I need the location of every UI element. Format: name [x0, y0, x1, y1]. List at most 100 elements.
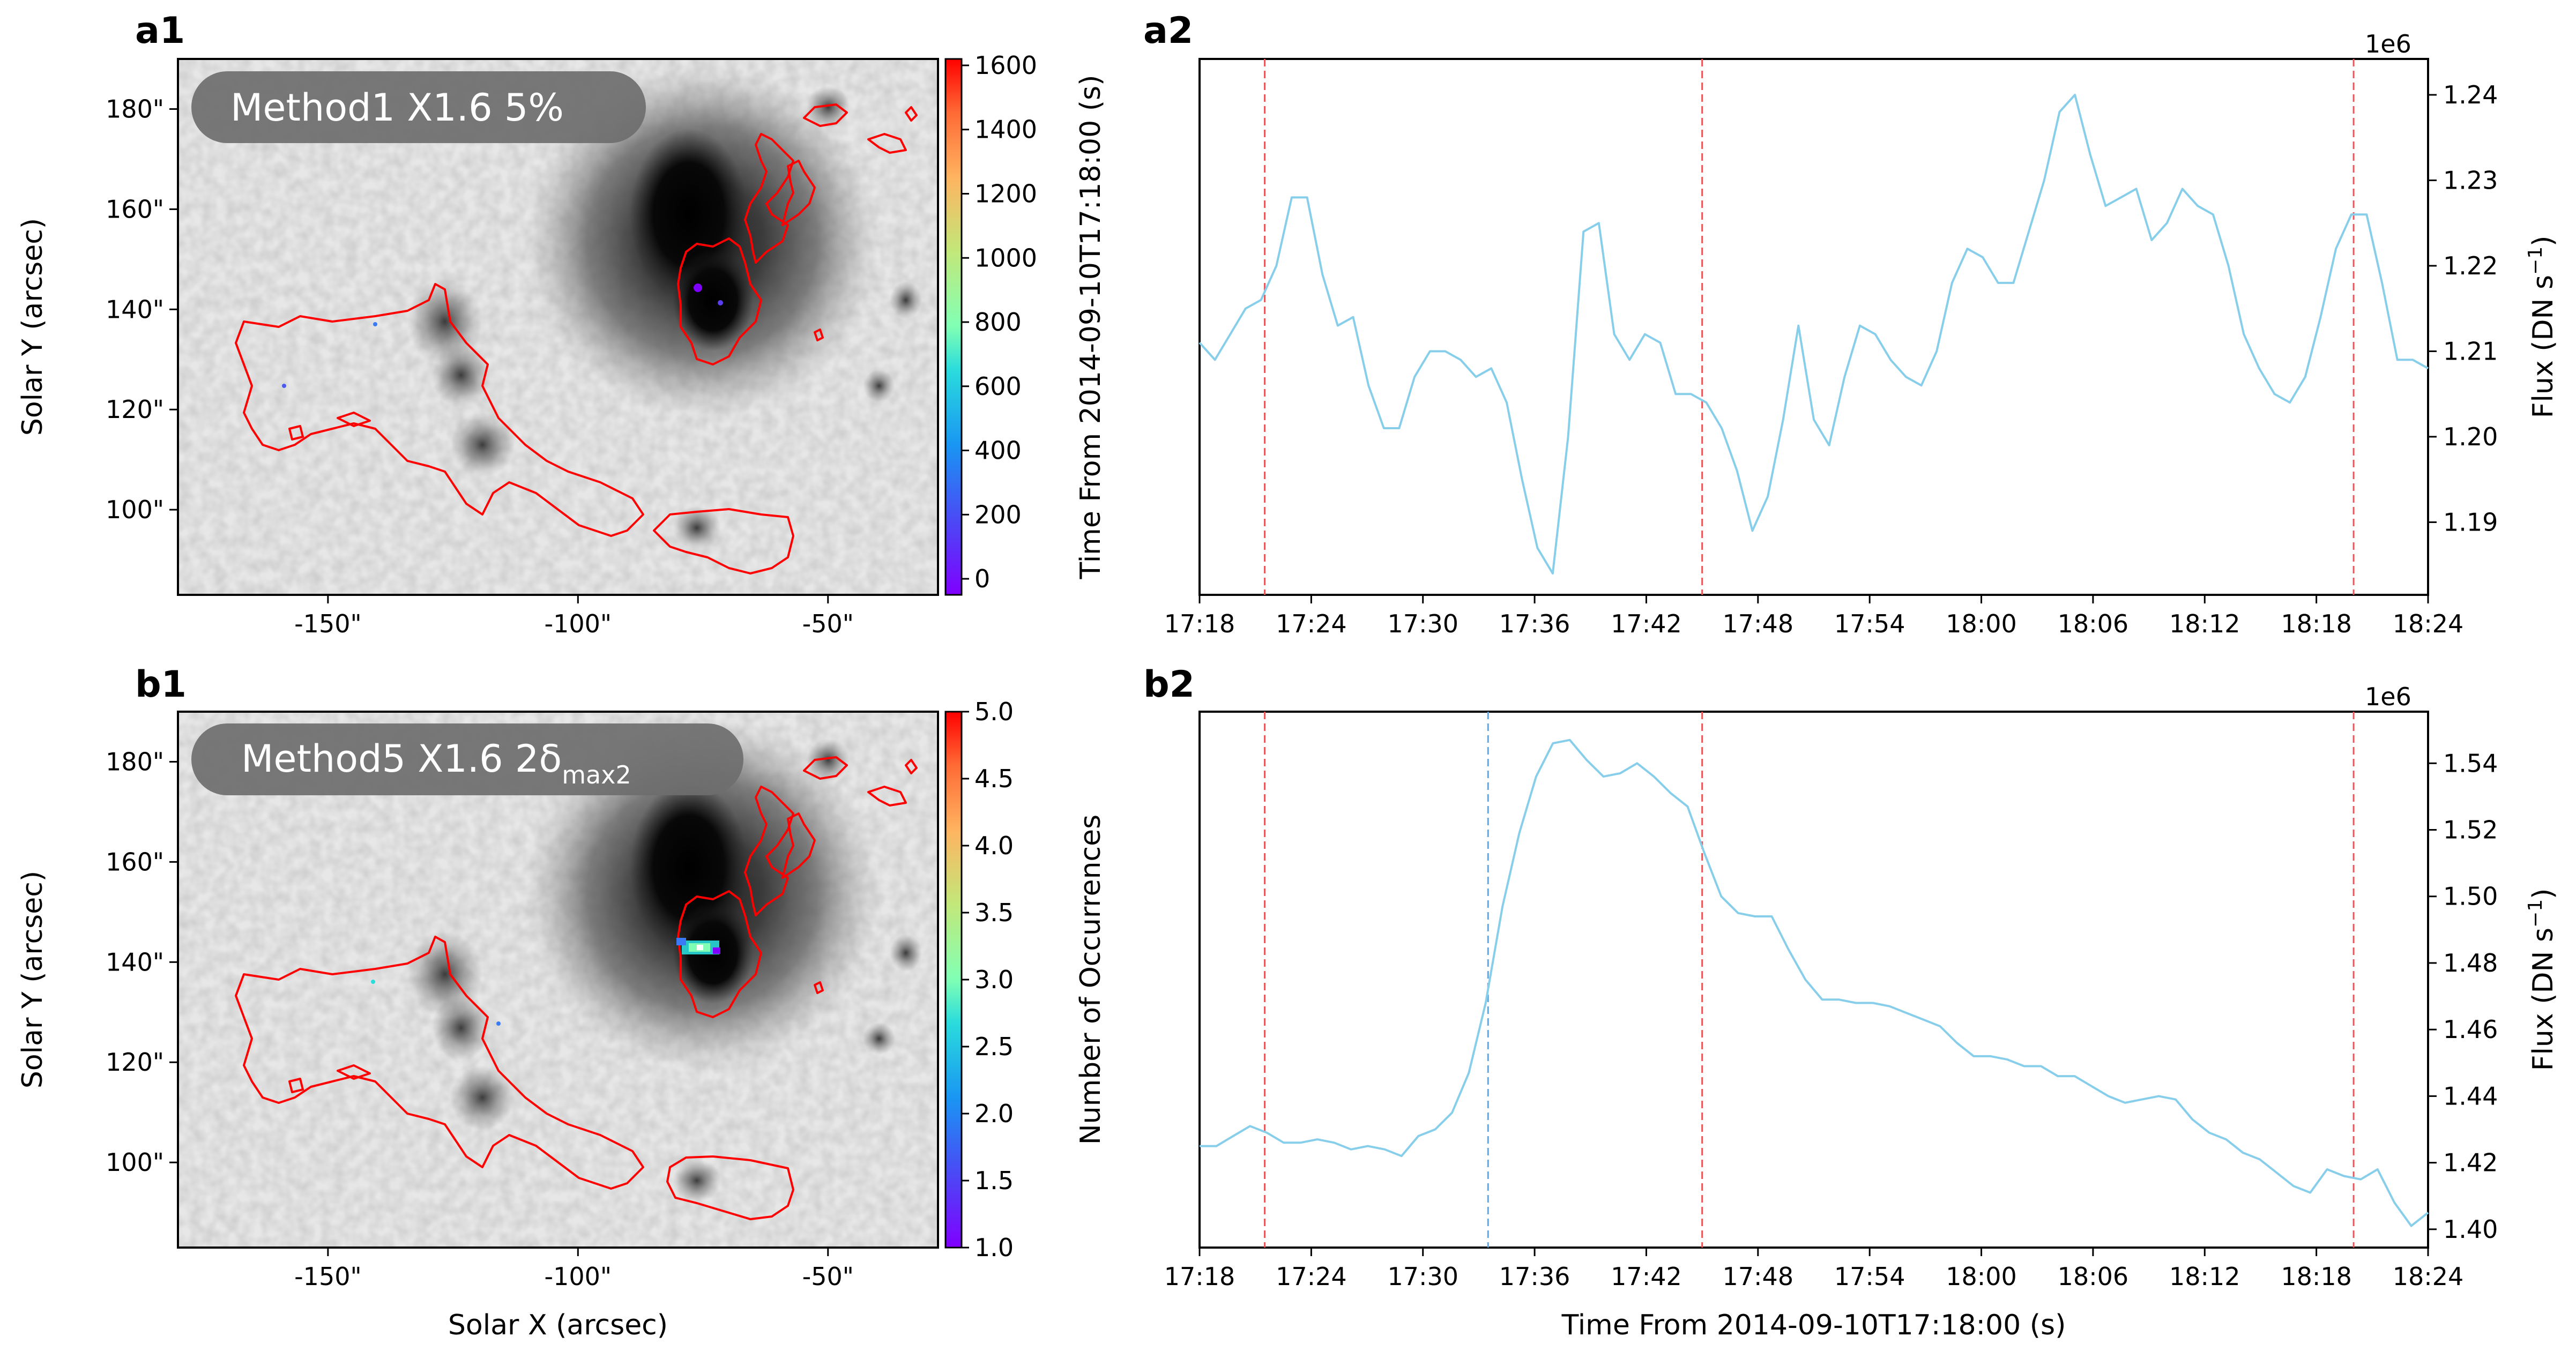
colorbar-tick-label: 4.0	[974, 831, 1014, 860]
ytick-label: 1.22	[2443, 251, 2498, 280]
ytick-label: 1.24	[2443, 80, 2498, 109]
xtick-label: 17:48	[1723, 609, 1794, 638]
xlabel-right: Time From 2014-09-10T17:18:00 (s)	[1561, 1309, 2066, 1341]
ylabel-b1: Solar Y (arcsec)	[17, 871, 49, 1088]
ytick-label: 1.40	[2443, 1215, 2498, 1244]
colorbar-tick-label: 1.0	[974, 1233, 1014, 1262]
ytick-label: 1.23	[2443, 166, 2498, 195]
colorbar-tick-label: 800	[974, 308, 1022, 337]
xtick-label: 17:36	[1499, 1262, 1570, 1291]
panel-label-a1: a1	[135, 10, 185, 52]
panel-label-a2: a2	[1143, 10, 1193, 52]
ytick-label: 140"	[106, 295, 164, 324]
ytick-label: 1.50	[2443, 882, 2498, 911]
colorbar-tick-label: 1000	[974, 243, 1037, 272]
ytick-label: 180"	[106, 94, 164, 123]
panel-label-b2: b2	[1143, 663, 1195, 706]
badge-text-b1: Method5 X1.6 2δmax2	[241, 737, 631, 789]
xtick-label: 17:24	[1276, 609, 1347, 638]
ytick-label: 120"	[106, 395, 164, 424]
xtick-label: 18:12	[2169, 609, 2240, 638]
xtick-label: -150"	[294, 1262, 362, 1291]
detected-pixels-b1	[371, 938, 720, 1026]
panel-b1: Method5 X1.6 2δmax2 -150" -100" -50" 100" 12…	[17, 663, 1107, 1341]
xtick-label: 17:18	[1164, 609, 1235, 638]
xtick-label: 17:30	[1387, 609, 1458, 638]
ytick-label: 1.19	[2443, 507, 2498, 536]
ylabel-a1: Solar Y (arcsec)	[17, 218, 49, 436]
xtick-label: 17:54	[1834, 609, 1905, 638]
xtick-label: -50"	[802, 609, 854, 638]
panel-label-b1: b1	[135, 663, 187, 706]
ytick-label: 1.21	[2443, 337, 2498, 365]
xtick-label: 18:00	[1946, 1262, 2017, 1291]
plot-b2: 17:18 17:24 17:30 17:36 17:42 17:48 17:54 18:00…	[1164, 712, 2498, 1291]
xtick-label: 17:42	[1611, 609, 1682, 638]
ytick-label: 160"	[106, 195, 164, 223]
colorbar-tick-label: 0	[974, 564, 990, 593]
xtick-label: -150"	[294, 609, 362, 638]
xtick-label: 17:54	[1834, 1262, 1905, 1291]
colorbar-tick-label: 2.5	[974, 1032, 1014, 1061]
xtick-label: 18:06	[2058, 609, 2129, 638]
offset-text-b2: 1e6	[2365, 682, 2411, 711]
xtick-label: 18:06	[2058, 1262, 2129, 1291]
badge-text-a1: Method1 X1.6 5%	[230, 86, 564, 130]
colorbar-b1: 1.0 1.5 2.0 2.5 3.0 3.5 4.0 4.5 5.0	[944, 697, 1014, 1262]
xtick-label: 17:24	[1276, 1262, 1347, 1291]
xtick-label: 18:18	[2281, 609, 2352, 638]
panel-b2: 17:18 17:24 17:30 17:36 17:42 17:48 17:54 18:00…	[1143, 663, 2559, 1341]
xtick-label: 18:24	[2393, 609, 2464, 638]
xtick-label: 17:30	[1387, 1262, 1458, 1291]
colorbar-tick-label: 3.5	[974, 898, 1014, 927]
panel-a1: Method1 X1.6 5% -150" -100" -50" 100" 120" 14…	[17, 10, 1107, 638]
colorbar-tick-label: 1600	[974, 51, 1037, 80]
axes-a1: -150" -100" -50" 100" 120" 140" 160" 180"	[106, 94, 854, 638]
colorbar-tick-label: 1.5	[974, 1166, 1014, 1195]
colorbar-label-b1: Number of Occurrences	[1075, 815, 1107, 1145]
flux-series-line	[1200, 738, 2429, 1227]
xtick-label: 17:36	[1499, 609, 1570, 638]
ytick-label: 180"	[106, 747, 164, 776]
xtick-label: 18:24	[2393, 1262, 2464, 1291]
ytick-label: 1.20	[2443, 422, 2498, 451]
xtick-label: -100"	[545, 1262, 612, 1291]
ytick-label: 140"	[106, 947, 164, 976]
method-badge-a1: Method1 X1.6 5%	[191, 71, 646, 143]
xlabel-left: Solar X (arcsec)	[448, 1309, 668, 1341]
colorbar-tick-label: 200	[974, 500, 1022, 529]
colorbar-a1: 0 200 400 600 800 1000 1200 1400 1600	[944, 51, 1037, 596]
colorbar-tick-label: 3.0	[974, 965, 1014, 994]
xtick-label: 18:18	[2281, 1262, 2352, 1291]
colorbar-tick-label: 1400	[974, 115, 1037, 144]
xtick-label: 18:00	[1946, 609, 2017, 638]
colorbar-tick-label: 2.0	[974, 1099, 1014, 1128]
colorbar-label-a1: Time From 2014-09-10T17:18:00 (s)	[1075, 75, 1107, 580]
colorbar-tick-label: 4.5	[974, 764, 1014, 793]
ylabel-b2: Flux (DN s−1)	[2525, 889, 2559, 1071]
xtick-label: -100"	[545, 609, 612, 638]
method-badge-b1: Method5 X1.6 2δmax2	[191, 723, 743, 795]
xtick-label: 18:12	[2169, 1262, 2240, 1291]
colorbar-tick-label: 5.0	[974, 697, 1014, 726]
solar-image-b1: Method5 X1.6 2δmax2	[178, 712, 938, 1248]
ytick-label: 160"	[106, 847, 164, 876]
ytick-label: 100"	[106, 1148, 164, 1177]
ylabel-a2: Flux (DN s−1)	[2525, 236, 2559, 419]
panel-a2: 17:18 17:24 17:30 17:36 17:42 17:48 17:54 18:00…	[1143, 10, 2559, 638]
axes-b1: -150" -100" -50" 100" 120" 140" 160" 180"	[106, 747, 854, 1291]
ytick-label: 1.54	[2443, 749, 2498, 778]
detected-pixels-a1	[282, 283, 723, 388]
xtick-label: -50"	[802, 1262, 854, 1291]
xtick-label: 17:48	[1723, 1262, 1794, 1291]
offset-text-a2: 1e6	[2365, 29, 2411, 58]
xtick-label: 17:42	[1611, 1262, 1682, 1291]
ytick-label: 120"	[106, 1048, 164, 1077]
ytick-label: 1.48	[2443, 949, 2498, 977]
ytick-label: 1.44	[2443, 1081, 2498, 1110]
colorbar-tick-label: 1200	[974, 179, 1037, 208]
ytick-label: 1.42	[2443, 1148, 2498, 1177]
ytick-label: 100"	[106, 495, 164, 524]
plot-a2: 17:18 17:24 17:30 17:36 17:42 17:48 17:54 18:00…	[1164, 59, 2498, 638]
